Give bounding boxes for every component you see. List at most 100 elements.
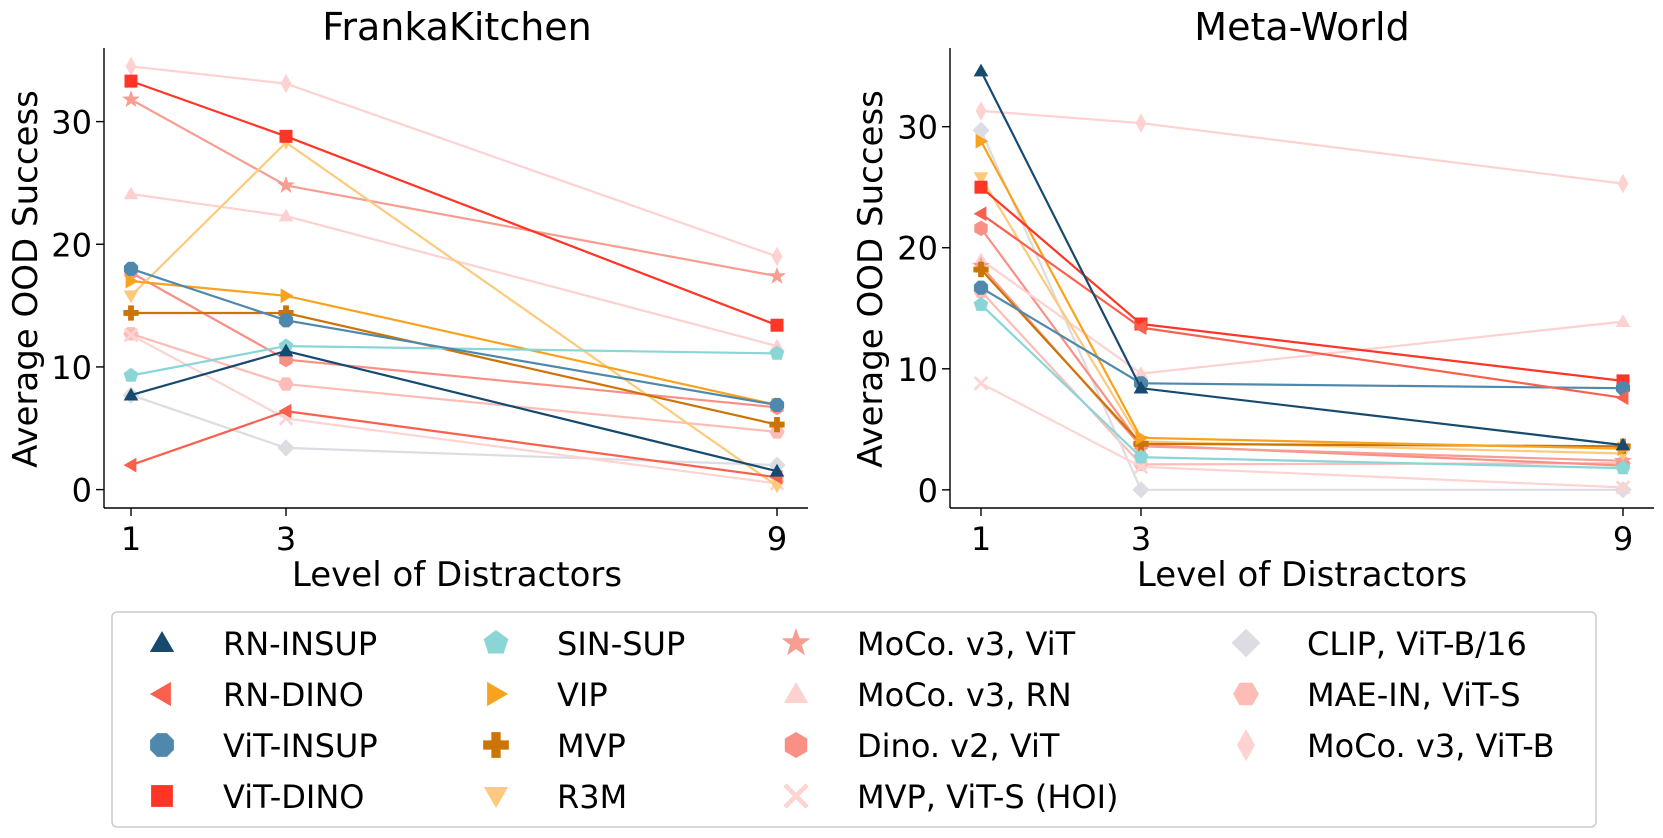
legend-marker (1236, 729, 1256, 761)
series-moco-v3-vit (972, 256, 1632, 469)
data-point (973, 261, 989, 278)
data-point (123, 327, 139, 343)
legend-item-vit-dino: ViT-DINO (151, 778, 364, 816)
legend-label: MVP, ViT-S (HOI) (857, 778, 1119, 816)
legend-label: ViT-DINO (223, 778, 364, 816)
legend-marker (483, 629, 509, 654)
legend-label: SIN-SUP (557, 625, 685, 663)
data-point (973, 296, 989, 311)
series-line (980, 176, 1624, 455)
data-point (123, 186, 139, 200)
legend-marker (149, 631, 175, 652)
legend-label: MoCo. v3, RN (857, 676, 1072, 714)
x-ticks: 1 3 9 (971, 508, 1633, 558)
series-moco-v3-rn (973, 252, 1631, 379)
series-line (130, 80, 778, 327)
x-tick-label: 9 (767, 520, 787, 558)
legend-item-mae-in-vit-s: MAE-IN, ViT-S (1233, 676, 1521, 714)
series-mvp-vit-s-hoi (973, 375, 1631, 495)
legend-label: MVP (557, 727, 626, 765)
data-point (278, 208, 294, 222)
legend-marker (487, 681, 509, 707)
data-point (975, 101, 987, 121)
series-r3m (123, 137, 785, 494)
series-group (122, 56, 786, 494)
legend-item-rn-insup: RN-INSUP (149, 625, 377, 663)
legend-label: MoCo. v3, ViT-B (1307, 727, 1555, 765)
legend-marker (781, 627, 811, 656)
chart-title: FrankaKitchen (322, 5, 592, 49)
series-clip-vit-b-16 (122, 386, 786, 474)
legend-item-moco-v3-vit: MoCo. v3, ViT (781, 625, 1076, 663)
series-moco-v3-vit (122, 90, 786, 284)
data-point (125, 273, 139, 289)
data-point (769, 416, 785, 433)
series-line (980, 140, 1624, 450)
data-point (975, 133, 989, 149)
series-line (130, 98, 778, 278)
legend: RN-INSUP RN-DINO ViT-INSUP ViT-DINO SIN-SUP V… (111, 611, 1597, 828)
y-tick-label: 0 (918, 472, 938, 510)
series-rn-insup (123, 343, 785, 477)
legend-marker (483, 787, 509, 808)
series-line (980, 258, 1624, 375)
data-point (124, 74, 138, 88)
data-point (278, 377, 294, 391)
series-rn-dino (973, 206, 1629, 406)
legend-item-vip: VIP (487, 676, 608, 714)
data-point (769, 345, 785, 360)
legend-item-rn-dino: RN-DINO (149, 676, 364, 714)
data-point (277, 176, 295, 194)
x-tick-label: 1 (121, 520, 141, 558)
data-point (278, 313, 294, 328)
x-tick-label: 9 (1613, 520, 1633, 558)
legend-label: Dino. v2, ViT (857, 727, 1060, 765)
series-r3m (973, 172, 1631, 461)
legend-item-sin-sup: SIN-SUP (483, 625, 685, 663)
panel-metaworld: Meta-World Average OOD Success Level of … (851, 5, 1654, 595)
y-tick-label: 10 (897, 351, 938, 389)
data-point (277, 439, 295, 457)
series-vit-dino (124, 74, 784, 332)
legend-item-r3m: R3M (483, 778, 627, 816)
legend-item-moco-v3-rn: MoCo. v3, RN (783, 676, 1072, 714)
legend-marker (150, 733, 174, 757)
data-point (123, 290, 139, 304)
legend-marker (151, 785, 173, 807)
x-tick-label: 3 (276, 520, 296, 558)
y-tick-label: 30 (897, 109, 938, 147)
y-axis-label: Average OOD Success (851, 90, 891, 468)
legend-label: ViT-INSUP (223, 727, 378, 765)
legend-marker (784, 732, 808, 758)
data-point (1615, 480, 1631, 495)
y-tick-label: 30 (51, 104, 92, 142)
series-moco-v3-vit-b (125, 56, 783, 267)
legend-label: CLIP, ViT-B/16 (1307, 625, 1527, 663)
data-point (1133, 380, 1149, 394)
y-axis-label: Average OOD Success (6, 90, 46, 468)
legend-item-clip-vit-b-16: CLIP, ViT-B/16 (1231, 625, 1527, 663)
legend-label: VIP (557, 676, 608, 714)
series-line (130, 394, 778, 467)
series-vit-insup (123, 261, 785, 412)
data-point (1135, 113, 1147, 133)
data-point (123, 261, 139, 276)
data-point (973, 375, 989, 391)
data-point (1617, 173, 1629, 194)
data-point (1133, 449, 1149, 464)
data-point (1615, 314, 1631, 327)
series-sin-sup (973, 296, 1631, 475)
data-point (769, 463, 785, 477)
legend-label: MAE-IN, ViT-S (1307, 676, 1521, 714)
data-point (279, 129, 293, 143)
data-point (769, 397, 785, 412)
legend-item-mvp: MVP (483, 727, 626, 765)
series-line (980, 382, 1624, 489)
data-point (1133, 436, 1149, 452)
x-ticks: 1 3 9 (121, 508, 787, 558)
series-line (979, 129, 1623, 491)
data-point (1133, 320, 1147, 335)
data-point (1615, 390, 1629, 406)
data-point (123, 457, 137, 473)
